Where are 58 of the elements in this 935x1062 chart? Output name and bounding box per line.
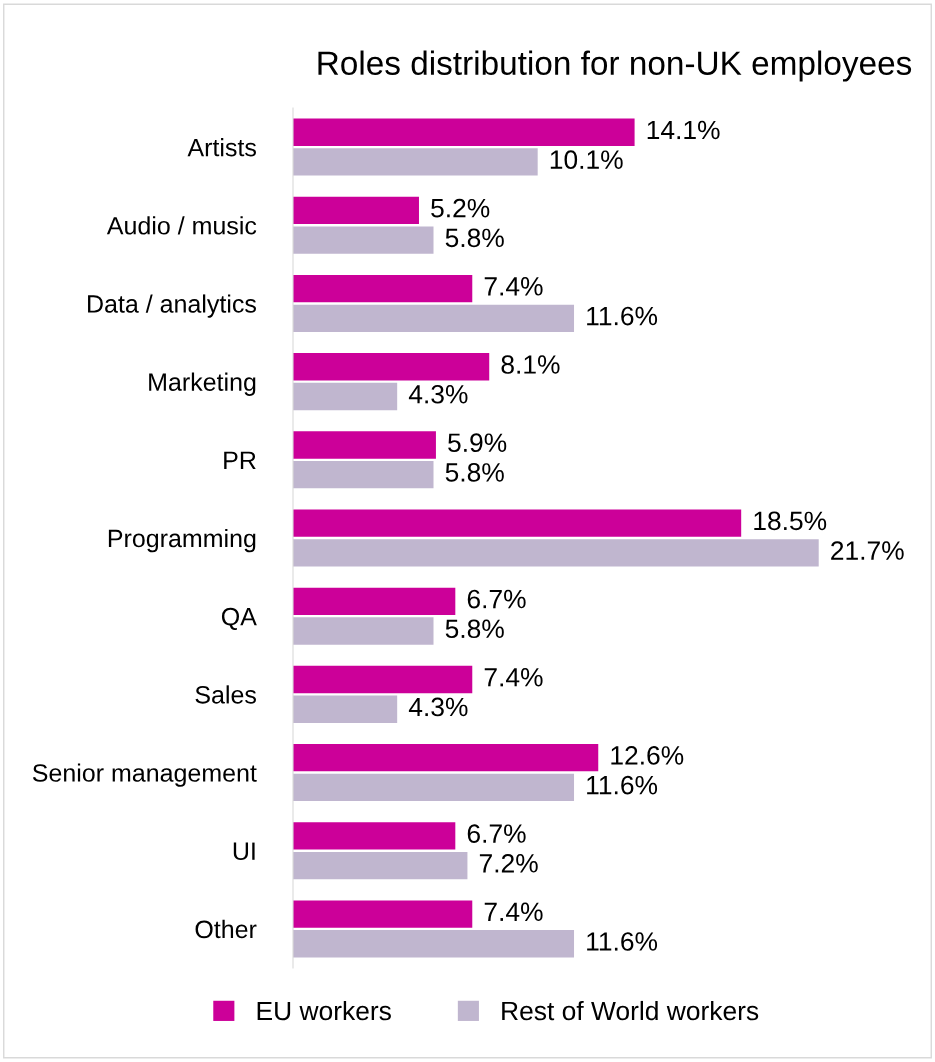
bar [293, 353, 490, 381]
data-label: 7.4% [484, 902, 543, 922]
bar [293, 617, 434, 645]
bar [293, 509, 742, 537]
bar [293, 118, 635, 146]
data-label: 11.6% [587, 932, 658, 951]
bar [293, 382, 398, 411]
data-label: 5.2% [431, 198, 490, 218]
data-label: 6.7% [467, 824, 526, 843]
bar [293, 431, 436, 459]
y-tick-label: QA [221, 607, 257, 630]
chart-title: Roles distribution for non-UK employees [318, 50, 912, 82]
data-label: 5.8% [445, 619, 504, 639]
data-label: 11.6% [587, 306, 658, 326]
bar [293, 822, 456, 850]
bar [293, 665, 473, 694]
data-label: 4.3% [408, 384, 468, 404]
y-tick-label: Sales [195, 685, 256, 704]
bar [293, 773, 575, 802]
legend-label: EU workers [257, 1000, 391, 1021]
bar [293, 148, 538, 176]
bar [293, 226, 434, 254]
bar [293, 930, 575, 958]
y-tick-label: Artists [187, 138, 256, 157]
bar [293, 900, 473, 928]
bar [293, 274, 473, 303]
data-label: 5.9% [448, 433, 507, 453]
y-tick-label: Other [195, 919, 257, 939]
bar [293, 304, 575, 332]
bar [293, 461, 434, 489]
y-tick-label: PR [224, 451, 256, 469]
y-tick-label: UI [233, 842, 255, 861]
bar [293, 539, 819, 567]
data-label: 11.6% [587, 775, 658, 795]
bar [293, 851, 468, 880]
data-label: 12.6% [611, 746, 684, 765]
data-label: 18.5% [754, 511, 827, 531]
legend-label: Rest of World workers [502, 1000, 759, 1021]
y-tick-label: Senior management [32, 763, 257, 787]
data-label: 7.4% [484, 668, 543, 687]
data-label: 4.3% [408, 697, 468, 717]
bar [293, 744, 599, 772]
data-label: 7.2% [479, 853, 538, 873]
data-label: 10.1% [550, 150, 623, 170]
data-label: 8.1% [501, 355, 560, 374]
data-label: 5.8% [445, 463, 504, 482]
y-tick-label: Data / analytics [88, 294, 256, 318]
data-label: 5.8% [445, 228, 504, 248]
bar [293, 695, 398, 723]
data-label: 6.7% [467, 589, 526, 609]
y-tick-label: Audio / music [106, 216, 257, 235]
data-label: 14.1% [647, 120, 720, 140]
y-tick-label: Marketing [149, 372, 256, 396]
bar [293, 587, 456, 615]
bar [293, 196, 419, 225]
data-label: 7.4% [484, 277, 543, 296]
data-label: 21.7% [831, 541, 904, 560]
y-tick-label: Programming [108, 528, 256, 553]
